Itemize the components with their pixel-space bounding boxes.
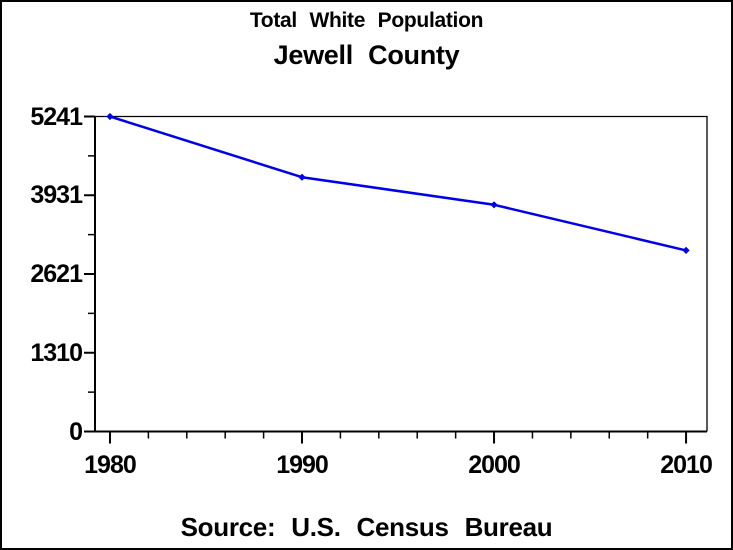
y-tick-label: 0: [69, 417, 83, 446]
y-tick-label: 5241: [30, 102, 83, 131]
source-footnote: Source: U.S. Census Bureau: [180, 512, 553, 542]
y-tick-label: 3931: [30, 181, 83, 210]
data-point-marker: [682, 246, 690, 255]
chart-subtitle: Jewell County: [273, 40, 460, 70]
chart-title: Total White Population: [249, 9, 484, 32]
data-series-line: [109, 115, 687, 252]
data-point-marker: [106, 112, 114, 121]
y-tick-label: 1310: [30, 338, 83, 367]
x-tick-label: 1980: [84, 451, 137, 479]
y-tick-label: 2621: [30, 260, 83, 288]
plot-frame: [95, 115, 708, 432]
data-point-marker: [298, 173, 306, 181]
x-tick-label: 1990: [276, 451, 329, 479]
data-point-marker: [490, 201, 498, 209]
x-tick-label: 2010: [660, 451, 713, 479]
x-tick-label: 2000: [468, 451, 521, 479]
